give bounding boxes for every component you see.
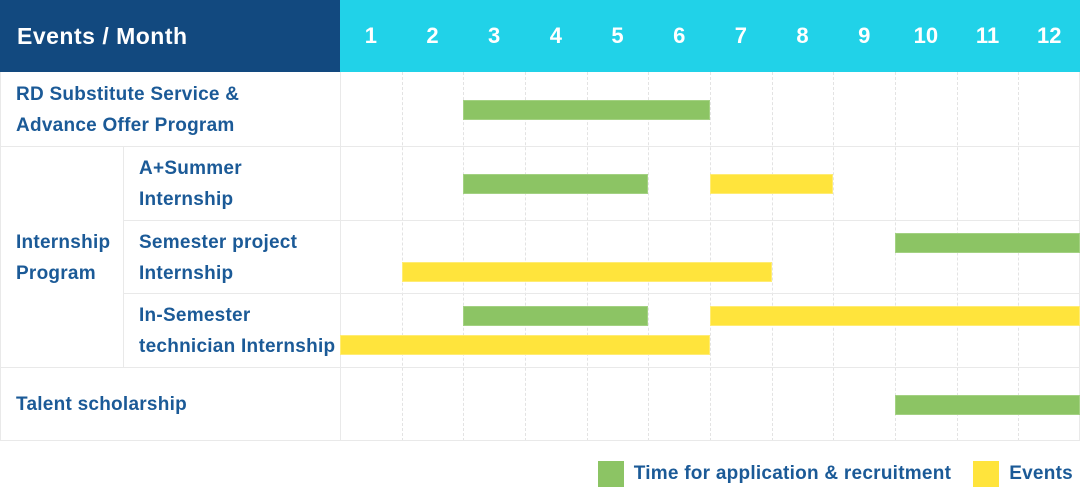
corner-header: Events / Month: [0, 0, 340, 72]
application-bar: [463, 100, 710, 120]
month-gridline: [833, 72, 835, 441]
month-label: 2: [426, 23, 439, 48]
legend: Time for application & recruitment Events: [0, 441, 1080, 494]
month-gridline: [710, 72, 712, 441]
month-label: 9: [858, 23, 871, 48]
month-label: 12: [1036, 23, 1062, 48]
month-gridline: [648, 72, 650, 441]
application-bar: [463, 174, 649, 194]
month-label: 8: [796, 23, 809, 48]
group-label: Internship Program: [16, 231, 111, 284]
month-gridline: [586, 72, 589, 441]
month-label: 1: [364, 23, 377, 48]
legend-item: Events: [973, 461, 1073, 487]
row-divider: [0, 440, 1080, 441]
month-label: 10: [913, 23, 939, 48]
application-bar: [463, 306, 649, 326]
month-gridline: [956, 72, 959, 441]
month-label: 4: [549, 23, 562, 48]
row-divider: [123, 220, 1080, 221]
legend-item: Time for application & recruitment: [597, 461, 952, 487]
row-divider: [0, 146, 1080, 147]
legend-label: Events: [1009, 463, 1073, 484]
month-header-row: 1 2 3 4 5 6 7 8 9 10 11 12: [340, 0, 1080, 72]
application-bar: [895, 395, 1080, 415]
row-divider: [123, 293, 1080, 294]
table-border: [123, 147, 124, 368]
events-bar: [340, 335, 710, 355]
events-bar: [401, 262, 772, 282]
month-gridline: [1018, 72, 1020, 441]
legend-label: Time for application & recruitment: [633, 463, 952, 484]
legend-swatch-green: [597, 461, 624, 487]
row-divider: [0, 367, 1080, 368]
month-gridline: [401, 72, 404, 441]
legend-swatch-yellow: [973, 461, 1000, 487]
month-gridline: [525, 72, 527, 441]
row-label: In-Semester technician Internship: [139, 305, 336, 357]
events-bar: [710, 306, 1080, 326]
row-label: Semester project Internship: [139, 231, 298, 284]
month-label: 7: [734, 23, 747, 48]
month-label: 6: [673, 23, 686, 48]
row-label: Talent scholarship: [16, 394, 187, 415]
month-label: 3: [488, 23, 501, 48]
month-gridline: [771, 72, 774, 441]
application-bar: [895, 233, 1080, 253]
table-border: [0, 72, 1, 441]
month-gridline: [895, 72, 897, 441]
row-label: RD Substitute Service & Advance Offer Pr…: [16, 83, 240, 136]
events-bar: [710, 174, 834, 194]
table-border: [340, 72, 341, 441]
month-gridline: [463, 72, 465, 441]
month-label: 11: [975, 23, 1000, 48]
row-label: A+Summer Internship: [139, 158, 242, 210]
month-label: 5: [611, 23, 624, 48]
